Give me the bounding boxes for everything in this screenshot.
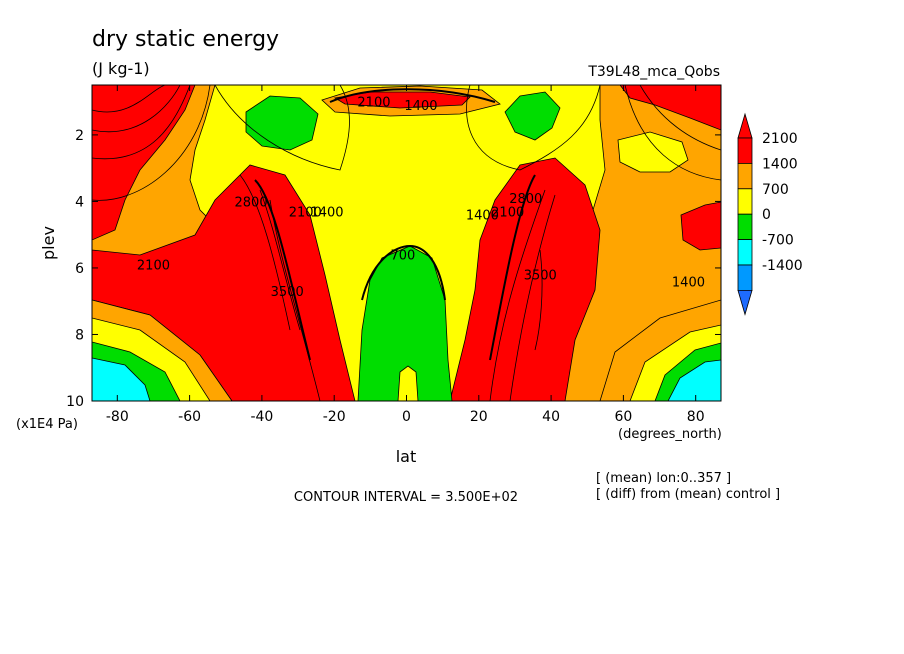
contour-lines	[92, 85, 721, 401]
field-center-yellow-notch	[397, 365, 419, 401]
y-axis-label: plev	[39, 226, 58, 260]
field-top-red-lens	[333, 91, 471, 109]
field-right-lower-cyan	[667, 359, 721, 401]
x-tick-label: 80	[687, 409, 705, 425]
note-diff-control: [ (diff) from (mean) control ]	[596, 487, 780, 502]
colorbar-label: -1400	[762, 258, 803, 274]
colorbar-label: 700	[762, 182, 789, 198]
x-tick-label: 40	[542, 409, 560, 425]
colorbar-top-arrow	[737, 112, 753, 139]
colorbar-label: 0	[762, 207, 771, 223]
contour-label: 3500	[524, 269, 557, 284]
x-tick-label: 60	[614, 409, 632, 425]
field-top-green-left	[245, 95, 319, 151]
colorbar-label: 2100	[762, 131, 798, 147]
colorbar-swatch	[737, 239, 753, 266]
x-axis-label: lat	[396, 447, 417, 466]
contour-label: 700	[390, 249, 415, 264]
field-left-red-top	[92, 85, 196, 241]
contour-interval-text: CONTOUR INTERVAL = 3.500E+02	[294, 490, 518, 505]
contour-label: 1400	[672, 275, 705, 290]
field-right-red-patch	[680, 201, 721, 251]
x-axis: -80 -60 -40 -20 0 20 40 60 80	[106, 85, 705, 425]
x-tick-label: -60	[178, 409, 201, 425]
y-tick-label: 4	[75, 194, 84, 210]
y-tick-label: 8	[75, 327, 84, 343]
colorbar-bottom-arrow	[737, 289, 753, 316]
y-tick-label: 10	[66, 394, 84, 410]
contour-labels: 2100 140028002100140035002100700140021002…	[137, 96, 705, 301]
experiment-label: T39L48_mca_Qobs	[587, 64, 720, 80]
contour-label: 2800	[509, 192, 542, 207]
note-mean-lon: [ (mean) lon:0..357 ]	[596, 471, 731, 486]
contour-label: 3500	[271, 285, 304, 300]
field-right-red-top	[619, 85, 721, 131]
contour-label: 1400	[310, 205, 343, 220]
x-tick-label: -80	[106, 409, 129, 425]
colorbar-label: 1400	[762, 156, 798, 172]
contour-label: 2100	[357, 96, 390, 111]
x-tick-label: -20	[323, 409, 346, 425]
colorbar-swatch	[737, 137, 753, 164]
y-axis: 2 4 6 8 10	[66, 128, 721, 410]
field-top-green-right	[504, 91, 561, 141]
contour-label: 2100	[491, 205, 524, 220]
y-tick-label: 2	[75, 128, 84, 144]
y-tick-label: 6	[75, 261, 84, 277]
plot-area	[92, 85, 721, 401]
contour-label: 1400	[404, 99, 437, 114]
contour-label: 2100	[137, 259, 170, 274]
x-tick-label: 0	[402, 409, 411, 425]
field-center-green	[357, 245, 453, 401]
colorbar-swatch	[737, 264, 753, 291]
field-left-lower-cyan	[92, 357, 151, 401]
chart-title: dry static energy	[92, 27, 279, 52]
colorbar-label: -700	[762, 233, 794, 249]
colorbar: 2100 1400 700 0 -700 -1400	[737, 112, 803, 316]
x-tick-label: -40	[250, 409, 273, 425]
y-axis-units: (x1E4 Pa)	[16, 417, 78, 432]
contour-label: 2100	[289, 205, 322, 220]
colorbar-swatch	[737, 162, 753, 190]
x-tick-label: 20	[470, 409, 488, 425]
x-axis-units: (degrees_north)	[618, 427, 722, 442]
field-right-red-mid	[449, 157, 601, 401]
colorbar-swatch	[737, 188, 753, 215]
colorbar-swatch	[737, 213, 753, 240]
contour-label: 2800	[235, 195, 268, 210]
contour-label: 1400	[466, 209, 499, 224]
chart-units: (J kg-1)	[92, 59, 150, 78]
